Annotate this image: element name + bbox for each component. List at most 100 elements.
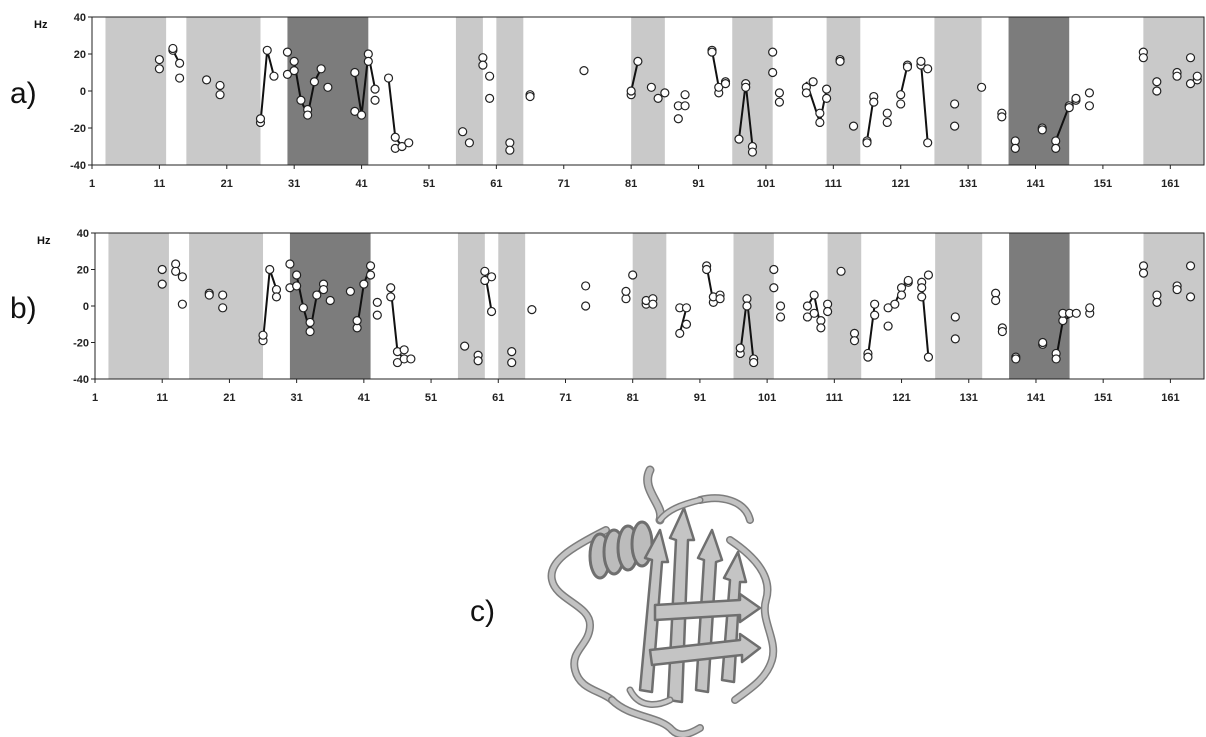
- data-point: [168, 43, 178, 54]
- data-line-segment: [259, 50, 275, 123]
- data-point: [323, 82, 333, 92]
- data-point: [823, 306, 833, 317]
- data-point: [836, 266, 846, 276]
- data-point: [835, 56, 845, 67]
- x-tick-label: 101: [757, 178, 775, 190]
- data-point: [262, 45, 272, 55]
- data-point: [372, 310, 382, 320]
- data-point: [628, 270, 638, 280]
- data-point: [255, 114, 266, 124]
- data-point: [1071, 308, 1081, 318]
- x-tick-label: 141: [1026, 178, 1044, 190]
- data-point: [386, 292, 396, 302]
- region-light-0: [108, 233, 169, 379]
- data-point: [646, 82, 656, 92]
- data-point: [648, 299, 658, 309]
- protein-ribbon-structure-icon: [547, 465, 778, 737]
- y-tick-label: 0: [83, 301, 89, 313]
- data-point: [350, 106, 360, 116]
- data-point: [896, 99, 906, 109]
- x-tick-label: 11: [154, 178, 166, 190]
- data-point: [870, 299, 880, 309]
- x-tick-label: 161: [1161, 178, 1179, 190]
- data-point: [298, 303, 308, 313]
- data-point: [383, 73, 394, 83]
- data-point: [673, 114, 683, 124]
- data-point: [1192, 71, 1202, 81]
- data-point: [902, 62, 913, 72]
- data-point: [702, 264, 712, 275]
- x-tick-label: 151: [1094, 178, 1112, 190]
- data-point: [269, 71, 279, 81]
- y-tick-label: 40: [74, 12, 86, 24]
- data-point: [1051, 143, 1061, 153]
- data-point: [1185, 261, 1196, 271]
- data-point: [633, 56, 643, 67]
- x-tick-label: 151: [1094, 392, 1112, 404]
- data-point: [305, 317, 315, 328]
- data-point: [215, 90, 225, 100]
- data-point: [749, 357, 759, 368]
- data-point: [653, 93, 663, 104]
- region-light-0: [105, 17, 167, 165]
- data-point: [997, 112, 1007, 122]
- data-point: [1152, 86, 1162, 96]
- data-point: [741, 82, 751, 92]
- data-point: [292, 270, 302, 280]
- data-point: [917, 292, 927, 302]
- x-tick-label: 71: [559, 392, 571, 404]
- data-point: [265, 264, 275, 275]
- data-point: [768, 67, 778, 78]
- x-tick-label: 91: [692, 178, 704, 190]
- data-point: [505, 145, 515, 155]
- data-point: [480, 266, 490, 276]
- y-axis-ticks: 40 20 0 -20 -40: [73, 228, 95, 386]
- data-point: [626, 86, 636, 96]
- data-point: [848, 121, 859, 131]
- x-axis-ticks: 1 11 21 31 41 51 61 71 81 91 101 111 121 131 141 151 161: [92, 379, 1180, 404]
- data-point: [175, 73, 185, 83]
- data-point: [397, 141, 407, 152]
- data-point: [882, 108, 892, 118]
- data-point: [923, 64, 933, 74]
- x-tick-label: 81: [625, 178, 637, 190]
- x-tick-label: 121: [892, 178, 910, 190]
- x-tick-label: 1: [89, 178, 95, 190]
- data-point: [714, 82, 724, 92]
- panel-label-b: b): [10, 292, 37, 325]
- data-point: [406, 354, 416, 364]
- data-point: [363, 49, 373, 59]
- data-point: [581, 281, 591, 291]
- region-light-7: [826, 17, 861, 165]
- region-light-4: [498, 233, 526, 379]
- data-point: [458, 127, 468, 137]
- data-point: [890, 299, 900, 309]
- y-tick-label: -40: [73, 374, 89, 386]
- data-point: [809, 308, 819, 318]
- data-point: [991, 295, 1001, 306]
- data-point: [356, 110, 367, 120]
- data-point: [869, 97, 879, 107]
- x-tick-label: 131: [959, 178, 977, 190]
- data-point: [734, 134, 744, 144]
- x-tick-label: 61: [490, 178, 502, 190]
- data-point: [352, 316, 362, 326]
- data-point: [296, 95, 306, 105]
- data-point: [680, 101, 690, 111]
- data-point: [154, 54, 164, 65]
- data-point: [863, 352, 873, 362]
- data-point: [1084, 88, 1095, 98]
- data-point: [363, 56, 373, 67]
- data-point: [485, 93, 495, 104]
- data-point: [1185, 292, 1196, 302]
- data-point: [1010, 143, 1020, 153]
- y-tick-label: 40: [77, 228, 89, 240]
- data-point: [816, 323, 826, 333]
- data-point: [579, 66, 589, 76]
- data-point: [218, 290, 228, 300]
- data-point: [218, 303, 228, 313]
- data-point: [359, 279, 369, 289]
- data-point: [460, 341, 470, 351]
